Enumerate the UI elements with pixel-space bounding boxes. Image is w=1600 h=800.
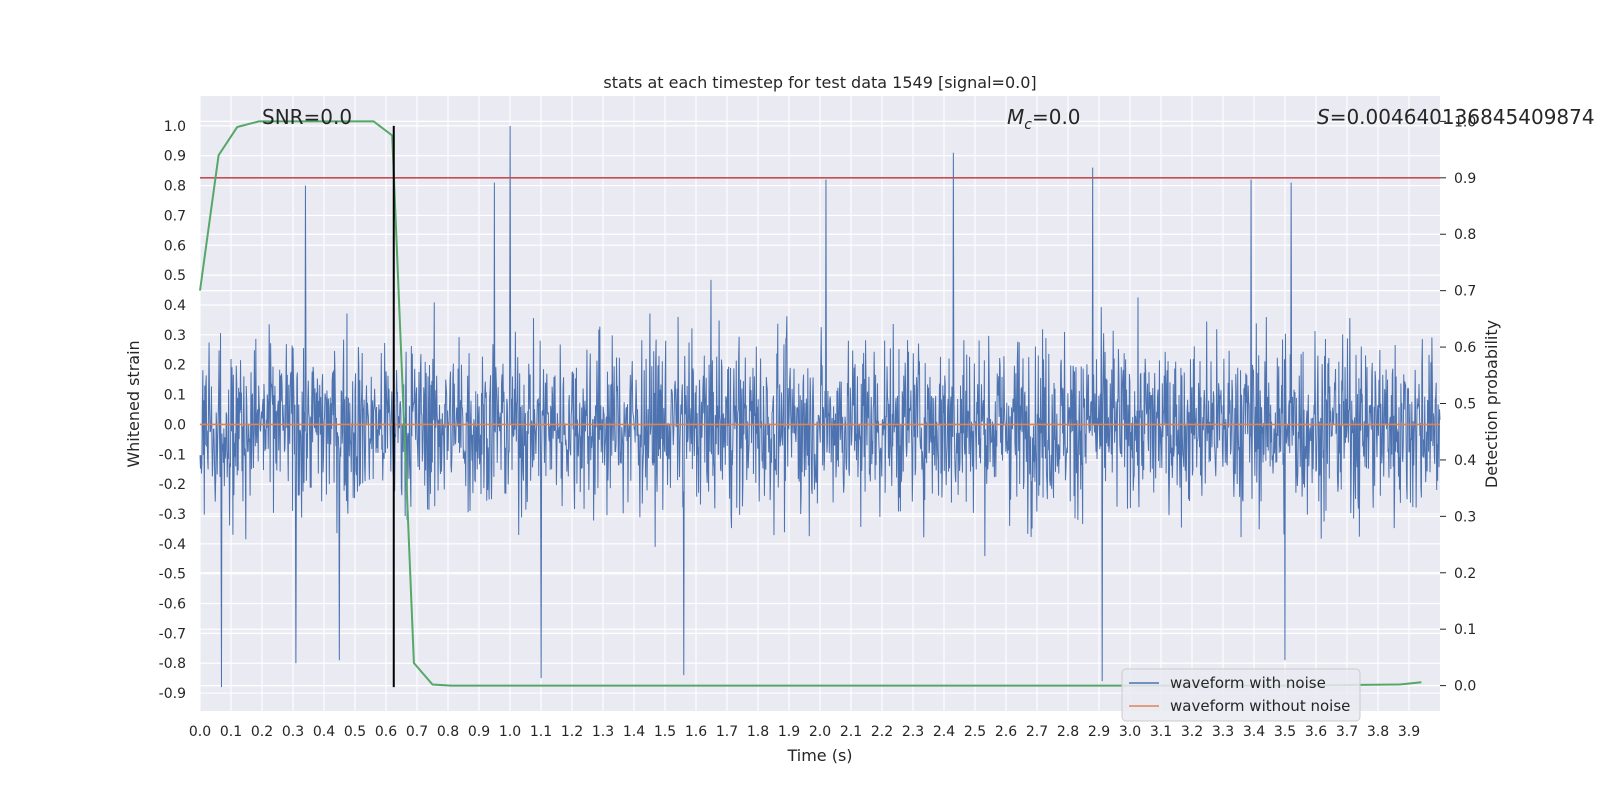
legend-label-no-noise: waveform without noise bbox=[1170, 697, 1350, 715]
x-tick-label: 1.1 bbox=[530, 724, 552, 740]
x-tick-label: 1.8 bbox=[747, 724, 769, 740]
chirp-mass-annotation: Mc=0.0 bbox=[1007, 105, 1081, 133]
y-tick-label: -0.1 bbox=[159, 447, 186, 463]
y-tick-label: 0.7 bbox=[164, 208, 186, 224]
y-right-tick-label: 0.2 bbox=[1454, 566, 1476, 582]
legend: waveform with noise waveform without noi… bbox=[1121, 668, 1361, 722]
x-tick-label: 0.2 bbox=[251, 724, 273, 740]
x-tick-label: 2.9 bbox=[1088, 724, 1110, 740]
x-tick-label: 3.3 bbox=[1212, 724, 1234, 740]
chirp-mass-symbol: M bbox=[1007, 105, 1024, 129]
x-axis-label: Time (s) bbox=[786, 746, 852, 765]
y-tick-label: 0.1 bbox=[164, 388, 186, 404]
y-right-tick-label: 0.9 bbox=[1454, 171, 1476, 187]
y-tick-label: 0.4 bbox=[164, 298, 186, 314]
y-tick-label: 0.2 bbox=[164, 358, 186, 374]
x-tick-label: 3.2 bbox=[1181, 724, 1203, 740]
x-tick-label: 3.9 bbox=[1398, 724, 1420, 740]
y-tick-label: -0.3 bbox=[159, 507, 186, 523]
x-tick-label: 1.3 bbox=[592, 724, 614, 740]
legend-label-noise: waveform with noise bbox=[1170, 674, 1326, 692]
snr-annotation: SNR=0.0 bbox=[262, 105, 352, 129]
chirp-mass-subscript: c bbox=[1024, 117, 1032, 133]
y-right-tick-label: 0.4 bbox=[1454, 453, 1476, 469]
y-tick-label: -0.4 bbox=[159, 537, 186, 553]
x-tick-label: 2.3 bbox=[902, 724, 924, 740]
y-tick-label: -0.7 bbox=[159, 626, 186, 642]
y-tick-label: 0.5 bbox=[164, 268, 186, 284]
x-tick-label: 0.7 bbox=[406, 724, 428, 740]
x-tick-label: 2.2 bbox=[871, 724, 893, 740]
x-tick-label: 1.7 bbox=[716, 724, 738, 740]
x-tick-label: 1.5 bbox=[654, 724, 676, 740]
y-right-tick-label: 0.8 bbox=[1454, 227, 1476, 243]
x-tick-label: 3.6 bbox=[1305, 724, 1327, 740]
x-tick-label: 2.1 bbox=[840, 724, 862, 740]
x-tick-label: 2.5 bbox=[964, 724, 986, 740]
y-right-tick-label: 0.3 bbox=[1454, 509, 1476, 525]
x-tick-label: 0.3 bbox=[282, 724, 304, 740]
y-right-tick-label: 0.7 bbox=[1454, 284, 1476, 300]
x-tick-label: 0.6 bbox=[375, 724, 397, 740]
x-tick-label: 3.4 bbox=[1243, 724, 1265, 740]
y-axis-label: Whitened strain bbox=[124, 340, 143, 467]
y-tick-label: 1.0 bbox=[164, 119, 186, 135]
chirp-mass-value: =0.0 bbox=[1032, 105, 1081, 129]
y-tick-label: -0.6 bbox=[159, 597, 186, 613]
score-annotation: S=0.004640136845409874 bbox=[1317, 105, 1595, 129]
x-tick-label: 1.9 bbox=[778, 724, 800, 740]
y-right-tick-label: 0.0 bbox=[1454, 679, 1476, 695]
y-right-tick-label: 0.1 bbox=[1454, 622, 1476, 638]
x-tick-label: 3.1 bbox=[1150, 724, 1172, 740]
y-tick-label: -0.2 bbox=[159, 477, 186, 493]
x-tick-label: 2.7 bbox=[1026, 724, 1048, 740]
x-tick-label: 1.0 bbox=[499, 724, 521, 740]
x-tick-label: 0.8 bbox=[437, 724, 459, 740]
x-tick-label: 1.2 bbox=[561, 724, 583, 740]
y-axis-right-label: Detection probability bbox=[1482, 320, 1501, 488]
y-right-tick-label: 0.5 bbox=[1454, 397, 1476, 413]
score-symbol: S bbox=[1317, 105, 1330, 129]
x-tick-label: 3.5 bbox=[1274, 724, 1296, 740]
y-axis-left-ticks: 1.0 0.9 0.8 0.7 0.6 0.5 0.4 0.3 0.2 0.1 0.0 -0.1 -0.… bbox=[159, 119, 186, 702]
x-tick-label: 2.0 bbox=[809, 724, 831, 740]
x-tick-label: 3.8 bbox=[1367, 724, 1389, 740]
y-tick-label: -0.9 bbox=[159, 686, 186, 702]
x-tick-label: 3.0 bbox=[1119, 724, 1141, 740]
x-tick-label: 2.8 bbox=[1057, 724, 1079, 740]
y-tick-label: -0.5 bbox=[159, 567, 186, 583]
chart-title: stats at each timestep for test data 154… bbox=[603, 73, 1036, 92]
y-tick-label: 0.0 bbox=[164, 417, 186, 433]
x-axis-ticks: 0.0 0.1 0.2 0.3 0.4 0.5 0.6 0.7 0.8 0.9 1.0 1.1 1.2 1… bbox=[189, 724, 1420, 740]
x-tick-label: 1.6 bbox=[685, 724, 707, 740]
y-tick-label: -0.8 bbox=[159, 656, 186, 672]
y-tick-label: 0.9 bbox=[164, 149, 186, 165]
series-detection-probability bbox=[199, 120, 1422, 687]
x-tick-label: 2.4 bbox=[933, 724, 955, 740]
y-right-tick-label: 0.6 bbox=[1454, 340, 1476, 356]
x-tick-label: 3.7 bbox=[1336, 724, 1358, 740]
legend-box bbox=[1121, 668, 1361, 722]
x-tick-label: 0.4 bbox=[313, 724, 335, 740]
x-tick-label: 0.5 bbox=[344, 724, 366, 740]
y-right-tick-label: 1.0 bbox=[1454, 114, 1476, 130]
score-value: =0.004640136845409874 bbox=[1330, 105, 1595, 129]
x-tick-label: 2.6 bbox=[995, 724, 1017, 740]
y-tick-label: 0.3 bbox=[164, 328, 186, 344]
x-tick-label: 1.4 bbox=[623, 724, 645, 740]
x-tick-label: 0.0 bbox=[189, 724, 211, 740]
y-axis-right-ticks: 1.0 0.9 0.8 0.7 0.6 0.5 0.4 0.3 0.2 0.1 0.0 bbox=[1440, 114, 1476, 695]
x-tick-label: 0.1 bbox=[220, 724, 242, 740]
x-tick-label: 0.9 bbox=[468, 724, 490, 740]
y-tick-label: 0.6 bbox=[164, 238, 186, 254]
y-tick-label: 0.8 bbox=[164, 179, 186, 195]
